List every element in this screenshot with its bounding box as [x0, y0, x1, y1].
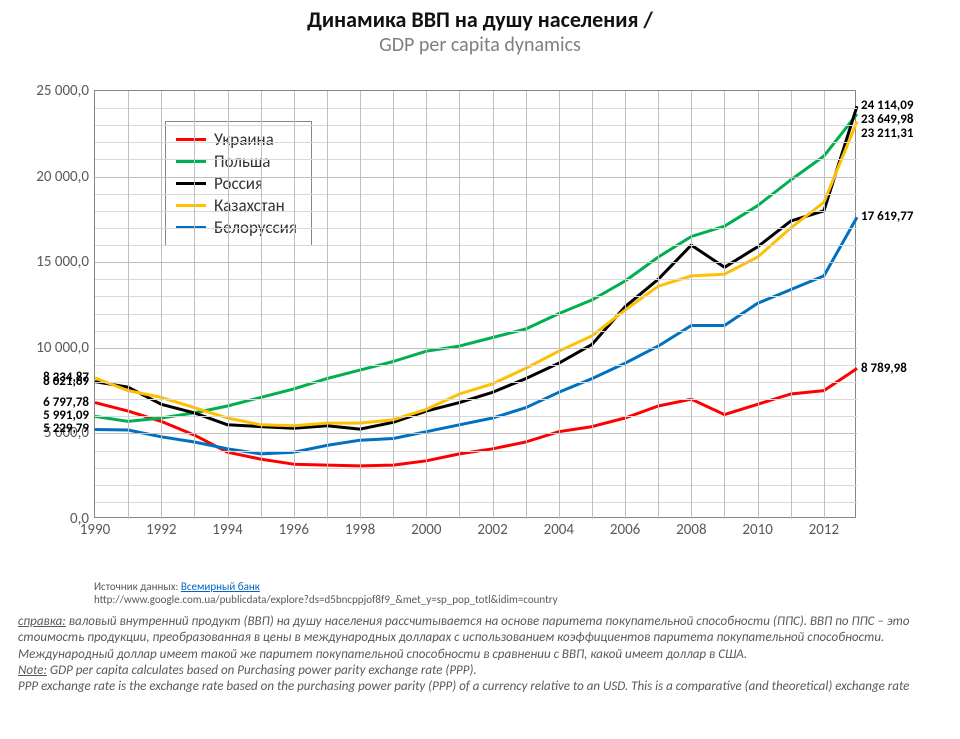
start-value-label: 5 229,79	[43, 421, 89, 436]
source-prefix: Источник данных:	[94, 580, 181, 593]
source-link[interactable]: Всемирный банк	[181, 580, 260, 593]
x-tick-label: 1992	[146, 517, 176, 539]
end-value-label: 23 211,31	[861, 126, 913, 141]
x-tick-label: 2012	[809, 517, 839, 539]
y-tick-label: 25 000,0	[36, 82, 95, 100]
legend-swatch	[176, 182, 206, 185]
legend-label: Польша	[214, 151, 270, 172]
source-url: http://www.google.com.ua/publicdata/expl…	[94, 593, 558, 606]
end-value-label: 8 789,98	[861, 361, 907, 376]
footer-en-text2: PPP exchange rate is the exchange rate b…	[18, 679, 909, 694]
end-value-label: 17 619,77	[861, 209, 913, 224]
plot-area: УкраинаПольшаРоссияКазахстанБелоруссия 0…	[94, 90, 856, 518]
footer-en-label: Note:	[18, 663, 47, 678]
x-tick-label: 1990	[80, 517, 110, 539]
legend-label: Украина	[214, 129, 274, 150]
y-tick-label: 15 000,0	[36, 253, 95, 271]
footer-note: справка: валовый внутренний продукт (ВВП…	[18, 614, 942, 695]
x-tick-label: 2010	[742, 517, 772, 539]
footer-ru-label: справка:	[18, 614, 66, 629]
x-tick-label: 2008	[676, 517, 706, 539]
chart-region: УкраинаПольшаРоссияКазахстанБелоруссия 0…	[94, 90, 856, 554]
end-value-label: 24 114,09	[861, 98, 913, 113]
y-tick-label: 20 000,0	[36, 168, 95, 186]
chart-title-main: Динамика ВВП на душу населения /	[0, 6, 960, 33]
legend-label: Казахстан	[214, 195, 285, 216]
x-tick-label: 2004	[544, 517, 574, 539]
y-tick-label: 10 000,0	[36, 339, 95, 357]
x-tick-label: 1994	[212, 517, 242, 539]
legend-swatch	[176, 204, 206, 207]
x-tick-label: 2000	[411, 517, 441, 539]
footer-en-text1: GDP per capita calculates based on Purch…	[47, 663, 477, 678]
x-tick-label: 2002	[477, 517, 507, 539]
start-value-label: 6 797,78	[43, 395, 89, 410]
footer-ru-text: валовый внутренний продукт (ВВП) на душу…	[18, 614, 910, 662]
x-tick-label: 1998	[345, 517, 375, 539]
x-tick-label: 2006	[610, 517, 640, 539]
data-source: Источник данных: Всемирный банк http://w…	[94, 580, 558, 606]
start-value-label: 8 021,69	[43, 374, 89, 389]
legend-swatch	[176, 138, 206, 141]
chart-title-sub: GDP per capita dynamics	[0, 33, 960, 57]
x-tick-label: 1996	[279, 517, 309, 539]
